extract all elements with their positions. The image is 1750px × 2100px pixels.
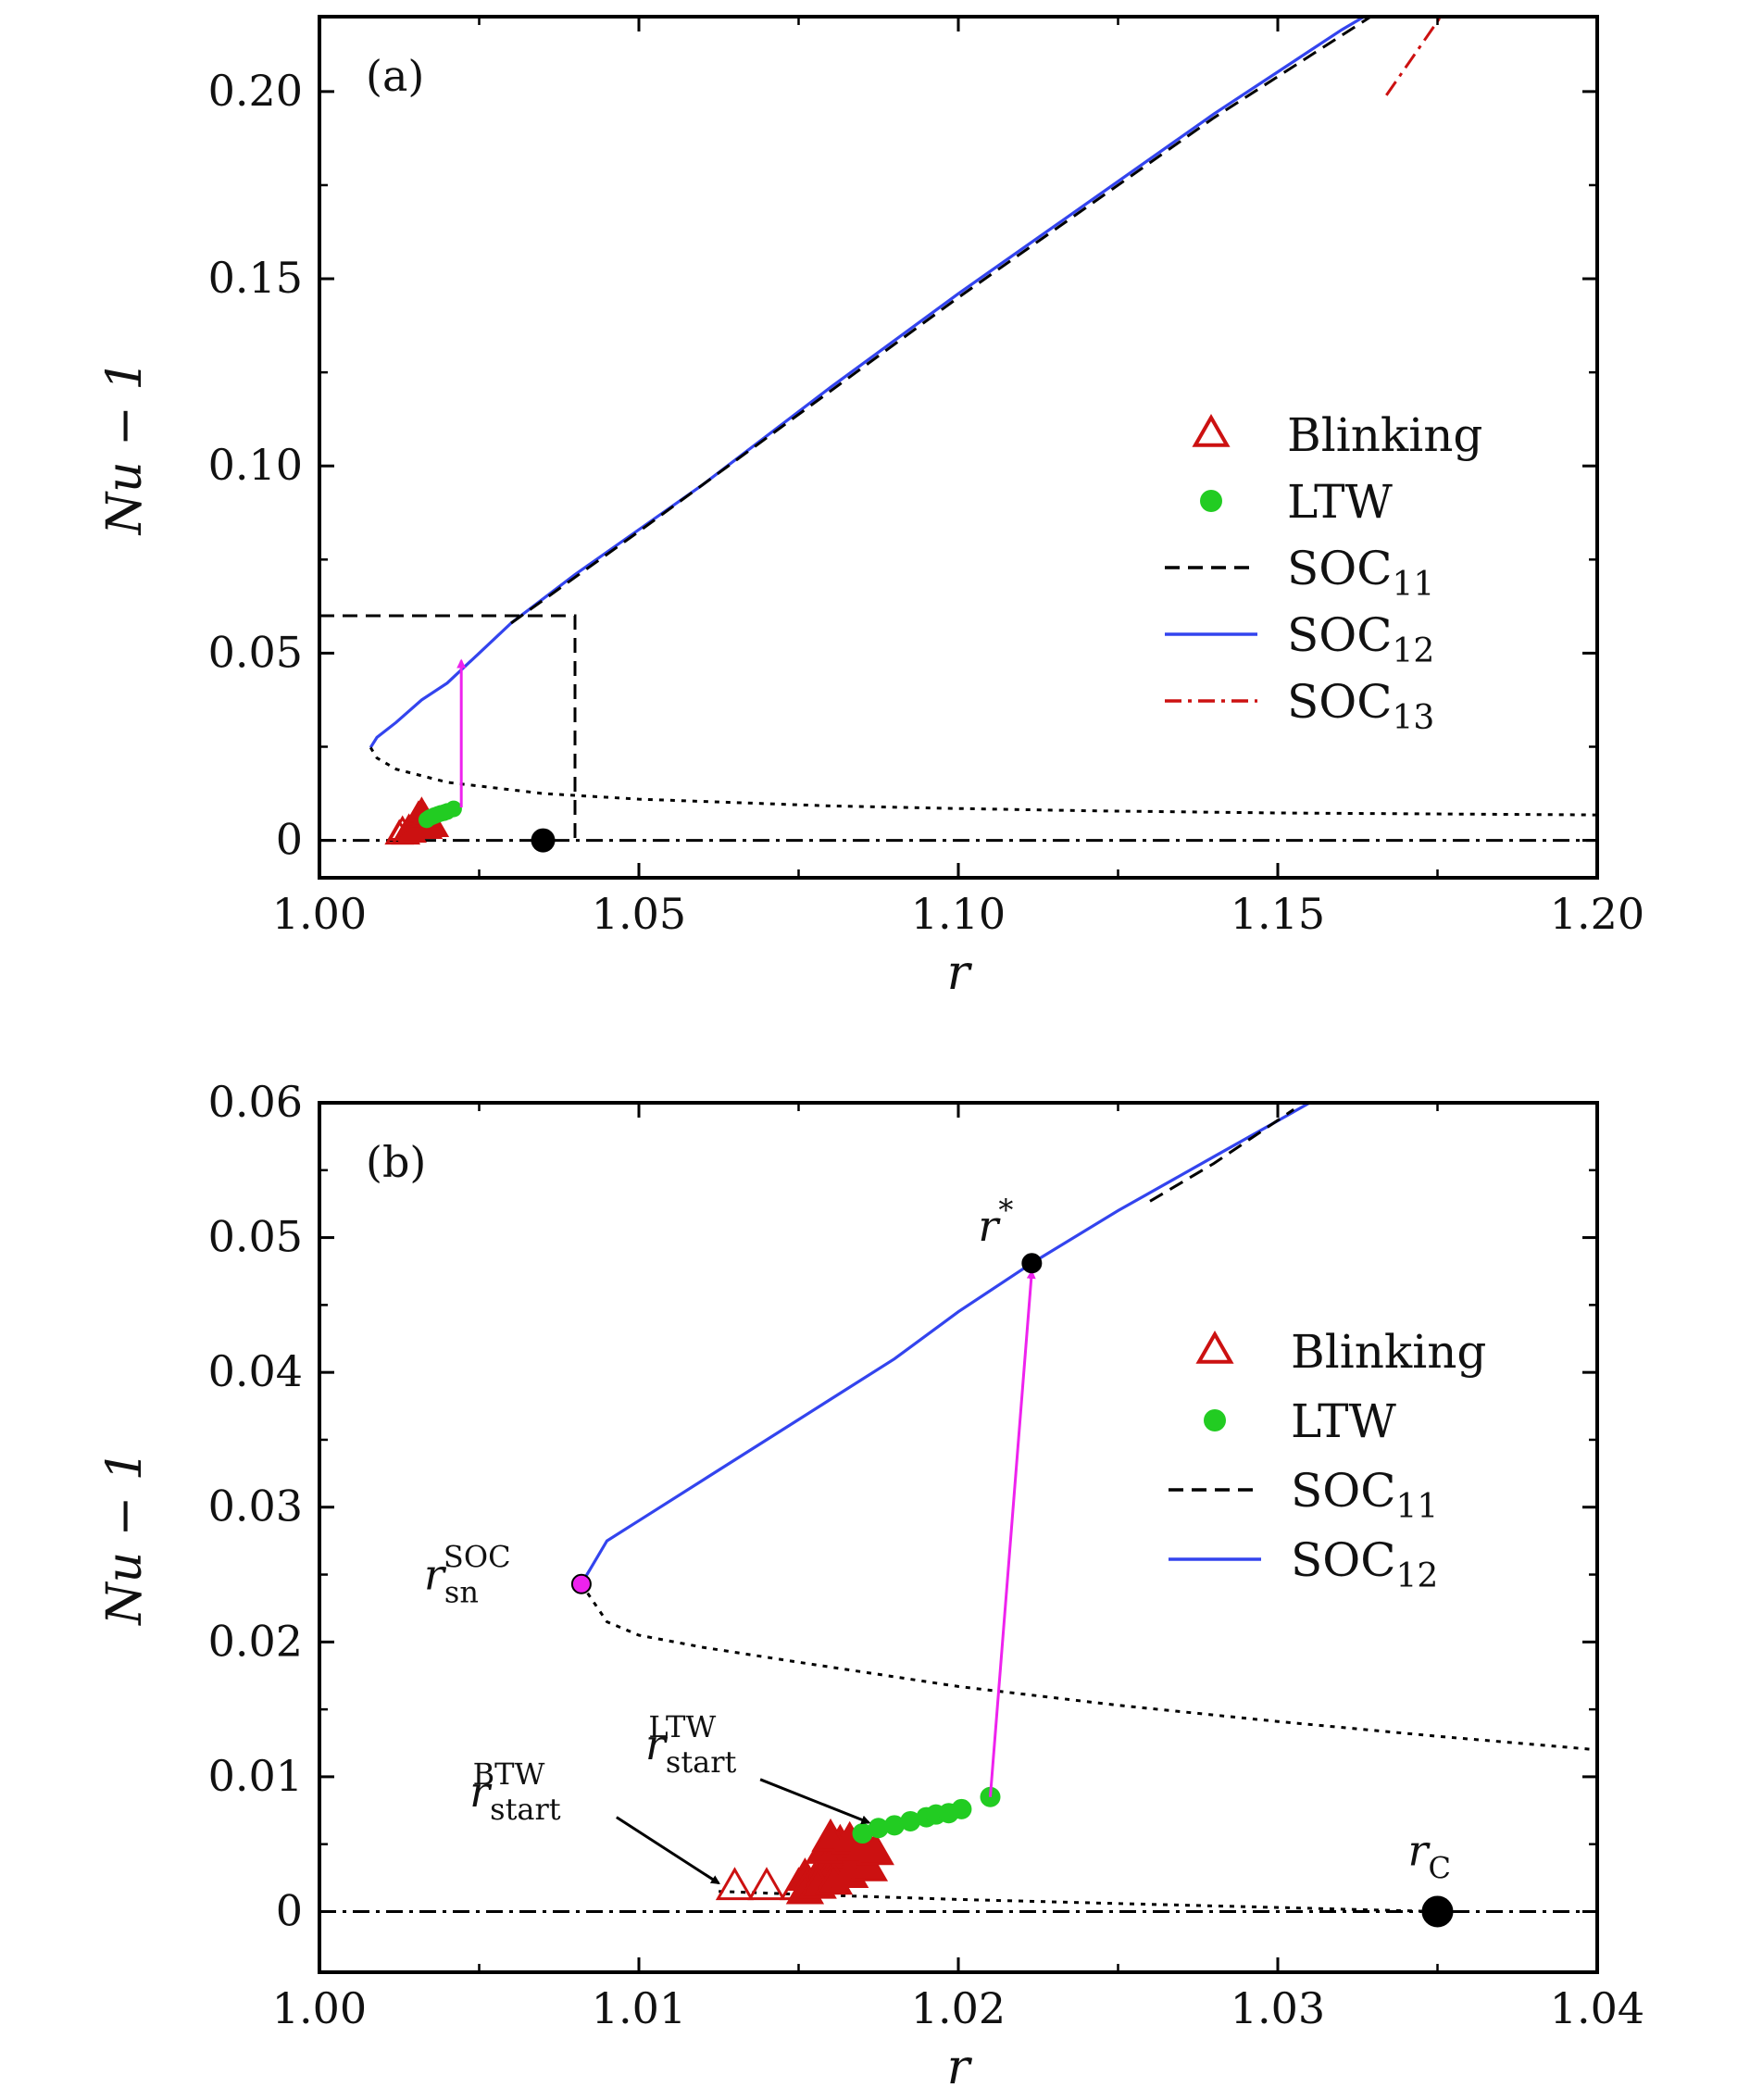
b-arrow-ltw-start <box>759 1778 871 1825</box>
b-ytick-label: 0.05 <box>208 1212 303 1262</box>
b-legend-symbol-ltw <box>1204 1409 1226 1431</box>
a-series-soc12-stable <box>369 17 1368 749</box>
b-legend-symbol-blinking <box>1195 1330 1234 1364</box>
a-rc-point <box>531 828 556 853</box>
a-ytick-label: 0.20 <box>208 66 303 116</box>
b-legend-label: Blinking <box>1291 1325 1486 1379</box>
b-ytick-label: 0.02 <box>208 1616 303 1666</box>
b-series-soc11 <box>1149 1108 1295 1203</box>
b-annot-r-star: r* <box>978 1193 1013 1251</box>
a-xtick-label: 1.20 <box>1550 889 1644 939</box>
b-jump-arrow <box>989 1269 1036 1797</box>
a-legend-symbol-ltw <box>1200 490 1222 512</box>
b-arrow-btw-start <box>616 1816 720 1885</box>
a-series-soc11 <box>510 17 1374 625</box>
b-blinking-marker <box>849 1847 889 1881</box>
b-xtick-label: 1.03 <box>1231 1983 1325 2033</box>
b-xtick-label: 1.01 <box>592 1983 686 2033</box>
a-ylabel: Nu − 1 <box>97 360 153 537</box>
b-point-r <box>1021 1253 1043 1274</box>
b-plot-area <box>319 1103 1597 1913</box>
a-ytick-label: 0.10 <box>208 440 303 490</box>
a-ytick-label: 0.05 <box>208 627 303 677</box>
b-ltw-point <box>951 1798 972 1819</box>
b-ytick-label: 0.01 <box>208 1751 303 1801</box>
b-ytick-label: 0.04 <box>208 1346 303 1396</box>
a-panel-label: (a) <box>366 51 424 101</box>
b-blinking-marker <box>715 1867 755 1901</box>
b-ltw-point <box>900 1810 921 1831</box>
b-ylabel: Nu − 1 <box>97 1450 153 1627</box>
a-xtick-label: 1.10 <box>911 889 1006 939</box>
b-ytick-label: 0.06 <box>208 1077 303 1127</box>
a-legend-label: LTW <box>1287 475 1393 529</box>
b-panel-label: (b) <box>366 1137 426 1187</box>
b-series-soc12-stable <box>580 1103 1311 1585</box>
b-xtick-label: 1.04 <box>1550 1983 1644 2033</box>
b-annot-r-sn: rsnSOC <box>424 1540 511 1610</box>
a-ltw-point <box>444 800 462 818</box>
b-frame <box>318 1101 1599 1974</box>
b-point-rc <box>1421 1895 1454 1928</box>
b-ltw-point <box>868 1818 889 1839</box>
b-legend-label: LTW <box>1291 1394 1396 1448</box>
b-xlabel: r <box>947 2040 973 2095</box>
b-ytick-label: 0 <box>276 1885 303 1935</box>
b-legend-label: SOC11 <box>1291 1464 1438 1526</box>
a-series-unstable-branch <box>369 746 1597 817</box>
panel-b: 1.00 1.01 1.02 1.03 1.04 0 0.01 0.02 0.03 0.04 0.0… <box>97 1077 1644 2095</box>
a-legend-label: SOC13 <box>1287 675 1434 737</box>
a-ytick-label: 0.15 <box>208 253 303 303</box>
b-xtick-label: 1.00 <box>272 1983 367 2033</box>
b-ltw-point <box>852 1823 873 1844</box>
b-ltw-point <box>884 1815 905 1836</box>
b-annot-r-ltw: rstartLTW <box>645 1709 737 1780</box>
panel-a: 1.00 1.05 1.10 1.15 1.20 0 0.05 0.10 0.15 0.20 r Nu… <box>97 15 1644 1001</box>
a-ytick-label: 0 <box>276 815 303 865</box>
a-legend-label: Blinking <box>1287 408 1482 462</box>
b-legend-label: SOC12 <box>1291 1533 1438 1595</box>
a-legend-symbol-blinking <box>1192 413 1231 447</box>
a-legend-label: SOC12 <box>1287 608 1434 670</box>
a-zoom-box <box>319 614 577 841</box>
a-series-soc13 <box>1385 17 1443 96</box>
b-xtick-label: 1.02 <box>911 1983 1006 2033</box>
b-annot-r-c: rC <box>1408 1825 1451 1885</box>
b-blinking-marker <box>747 1867 786 1901</box>
a-xlabel: r <box>947 945 973 1001</box>
a-xtick-label: 1.00 <box>272 889 367 939</box>
b-ytick-label: 0.03 <box>208 1481 303 1531</box>
a-xtick-label: 1.15 <box>1231 889 1325 939</box>
a-legend-label: SOC11 <box>1287 542 1434 604</box>
b-point-rsnsoc <box>570 1573 592 1594</box>
b-series-unstable-branch <box>580 1582 1597 1752</box>
b-annot-r-btw: rstartBTW <box>469 1756 561 1827</box>
a-xtick-label: 1.05 <box>592 889 686 939</box>
